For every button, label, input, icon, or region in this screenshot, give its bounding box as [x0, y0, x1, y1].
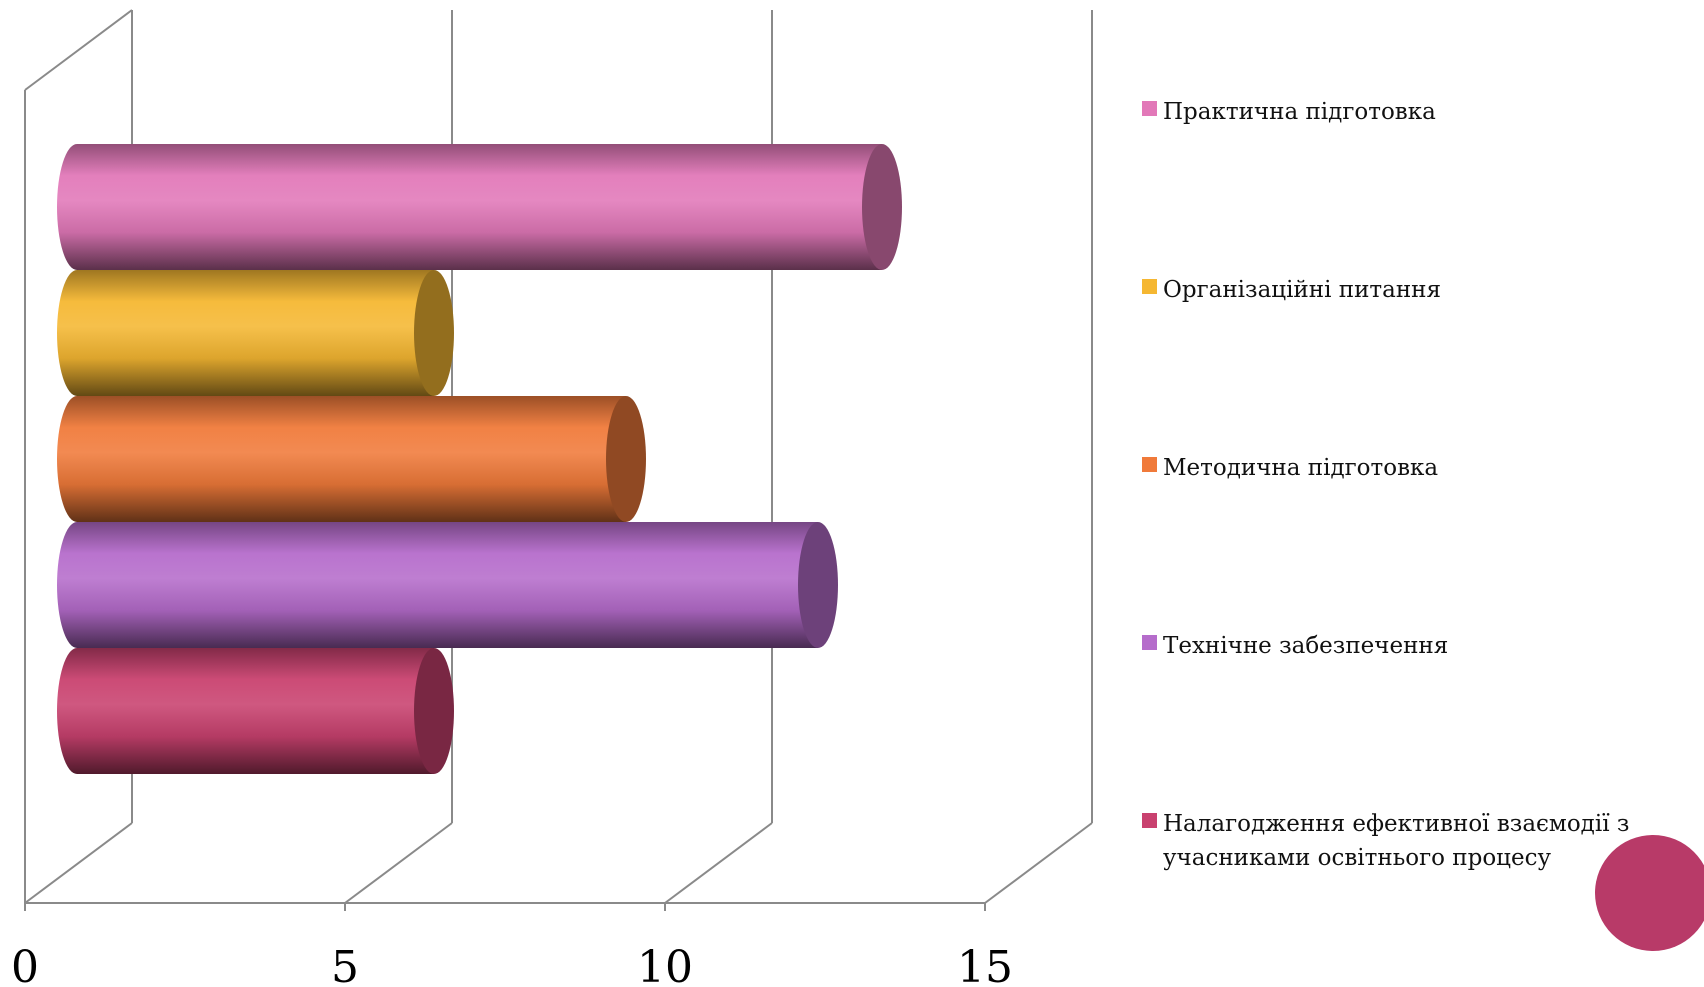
x-tick-label: 5 — [331, 942, 359, 987]
legend-label: Практична підготовка — [1163, 99, 1436, 125]
legend-swatch — [1142, 813, 1157, 828]
bar-end-cap — [606, 396, 646, 522]
legend-swatch — [1142, 457, 1157, 472]
floor-gridline — [664, 822, 773, 904]
legend-item: Організаційні питання — [1142, 273, 1441, 307]
floor-gridline — [344, 822, 453, 904]
bar — [57, 648, 454, 774]
legend-swatch — [1142, 635, 1157, 650]
left-wall-top — [24, 9, 133, 91]
legend-item: Налагодження ефективної взаємодії з учас… — [1142, 807, 1682, 875]
legend-swatch — [1142, 101, 1157, 116]
legend-item: Методична підготовка — [1142, 451, 1438, 485]
floor-gridline — [984, 822, 1093, 904]
legend-label: Організаційні питання — [1163, 277, 1442, 303]
bar-end-cap — [862, 144, 902, 270]
legend-item: Технічне забезпечення — [1142, 629, 1448, 663]
legend-item: Практична підготовка — [1142, 95, 1436, 129]
bar-body — [57, 522, 818, 648]
bar — [57, 522, 838, 648]
x-tick-label: 15 — [957, 942, 1013, 987]
decorative-circle — [1595, 835, 1704, 951]
bar-body — [57, 396, 626, 522]
chart-bars — [57, 144, 902, 774]
legend-label: Методична підготовка — [1163, 455, 1439, 481]
bar-body — [57, 144, 882, 270]
bar — [57, 144, 902, 270]
bar — [57, 396, 646, 522]
floor-gridline — [24, 822, 133, 904]
bar-end-cap — [414, 648, 454, 774]
x-tick-label: 10 — [637, 942, 693, 987]
bar-body — [57, 648, 434, 774]
bar — [57, 270, 454, 396]
bar-body — [57, 270, 434, 396]
bar-end-cap — [414, 270, 454, 396]
bar-end-cap — [798, 522, 838, 648]
legend-label: Технічне забезпечення — [1163, 633, 1449, 659]
chart-x-ticks: 0 5 10 15 — [11, 942, 1013, 987]
legend-swatch — [1142, 279, 1157, 294]
legend-label: Налагодження ефективної взаємодії з учас… — [1163, 811, 1630, 871]
x-tick-label: 0 — [11, 942, 39, 987]
